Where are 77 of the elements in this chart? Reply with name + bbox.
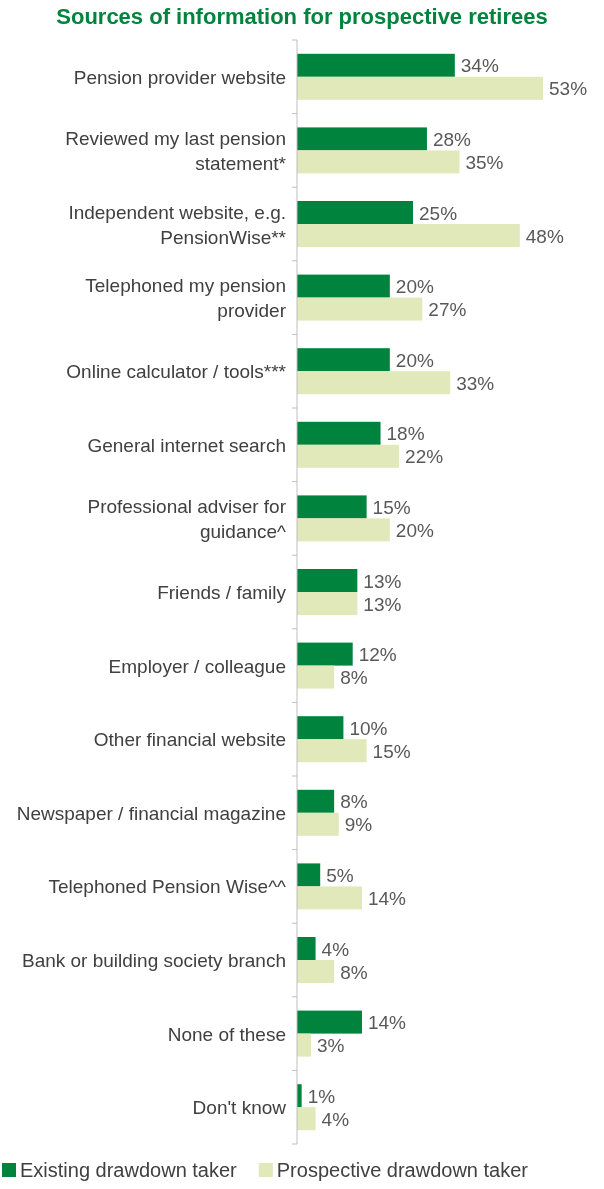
chart-title: Sources of information for prospective retirees xyxy=(56,4,548,29)
data-label: 9% xyxy=(344,814,373,836)
data-label: 20% xyxy=(395,349,434,371)
y-tick-label: Online calculator / tools*** xyxy=(66,361,287,383)
bar xyxy=(297,201,414,224)
y-tick-label: Employer / colleague xyxy=(108,655,286,677)
bar xyxy=(297,569,358,592)
bar xyxy=(297,642,353,666)
bar xyxy=(297,150,460,174)
bar xyxy=(297,886,362,910)
bar xyxy=(297,127,427,151)
data-label: 48% xyxy=(525,225,564,247)
bar xyxy=(297,53,455,77)
data-label: 3% xyxy=(316,1035,345,1057)
y-tick-label: None of these xyxy=(167,1023,286,1045)
y-tick-label: Don't know xyxy=(192,1097,287,1119)
data-label: 12% xyxy=(358,644,397,666)
bar xyxy=(297,421,381,445)
data-label: 28% xyxy=(432,128,472,150)
y-tick-label: Telephoned Pension Wise^^ xyxy=(48,876,287,898)
bar xyxy=(297,297,423,321)
y-tick-label: Independent website, e.g. PensionWise** xyxy=(68,201,287,248)
bar xyxy=(297,789,335,813)
data-label: 5% xyxy=(326,864,354,886)
data-label: 53% xyxy=(549,78,588,100)
data-label: 14% xyxy=(367,887,407,909)
data-label: 15% xyxy=(372,740,411,762)
bar xyxy=(297,592,358,615)
data-label: 13% xyxy=(363,570,402,592)
bar xyxy=(297,716,344,740)
bar xyxy=(297,863,321,887)
bar xyxy=(297,274,390,298)
y-tick-label: Pension provider website xyxy=(73,66,286,88)
bar xyxy=(297,739,367,763)
data-label: 20% xyxy=(395,519,434,541)
y-tick-label: Friends / family xyxy=(157,582,287,603)
data-label: 8% xyxy=(340,961,368,983)
bar xyxy=(297,76,543,100)
data-label: 10% xyxy=(349,717,388,739)
bar xyxy=(297,518,390,542)
data-label: 14% xyxy=(367,1012,407,1034)
bar xyxy=(297,937,316,960)
data-label: 33% xyxy=(456,372,495,394)
legend-label: Existing drawdown taker xyxy=(20,1159,238,1181)
data-label: 8% xyxy=(340,791,368,813)
data-label: 15% xyxy=(372,496,411,518)
data-label: 35% xyxy=(465,151,504,173)
y-tick-label: General internet search xyxy=(87,434,286,456)
data-label: 8% xyxy=(340,667,368,689)
data-label: 4% xyxy=(321,938,350,960)
y-tick-label: Other financial website xyxy=(93,729,286,751)
bar xyxy=(297,371,451,395)
bar xyxy=(297,960,335,983)
y-tick-label: Reviewed my last pension statement* xyxy=(65,127,287,174)
data-label: 25% xyxy=(419,202,458,224)
data-label: 22% xyxy=(405,446,444,468)
data-label: 20% xyxy=(395,276,434,298)
data-label: 4% xyxy=(321,1108,350,1130)
legend-label: Prospective drawdown taker xyxy=(276,1159,529,1181)
bar xyxy=(297,1033,311,1057)
y-tick-label: Telephoned my pension provider xyxy=(85,275,287,322)
bar xyxy=(297,1107,316,1131)
data-label: 34% xyxy=(460,55,499,77)
bar xyxy=(297,348,390,372)
data-label: 18% xyxy=(386,423,425,445)
bar xyxy=(297,495,367,519)
data-label: 27% xyxy=(428,299,467,321)
y-tick-label: Newspaper / financial magazine xyxy=(16,802,286,824)
bar xyxy=(297,444,400,468)
data-label: 1% xyxy=(307,1085,336,1107)
bar xyxy=(297,224,520,247)
bar xyxy=(297,1010,362,1034)
data-label: 13% xyxy=(363,593,402,615)
bar xyxy=(297,665,335,689)
y-tick-label: Professional adviser for guidance^ xyxy=(87,495,287,542)
y-tick-label: Bank or building society branch xyxy=(21,950,286,971)
bar xyxy=(297,812,339,836)
